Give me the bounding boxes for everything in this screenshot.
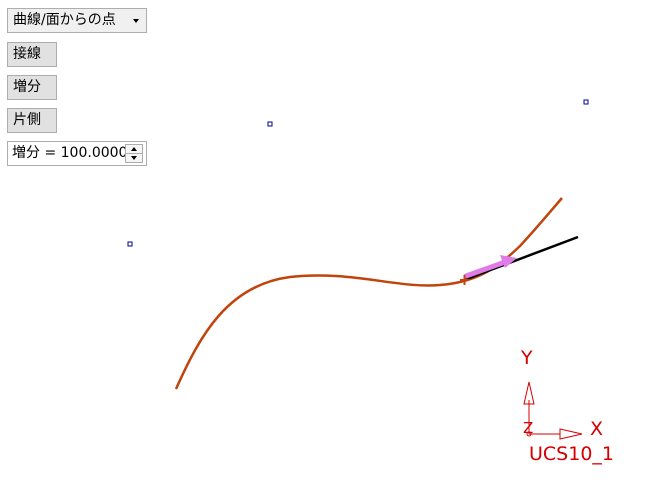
one-side-button-label: 片側 (13, 112, 41, 128)
point-on-curve-marker[interactable] (460, 275, 469, 285)
increment-value-field[interactable]: 増分 = 100.0000 (7, 141, 147, 166)
increment-field-value[interactable]: 100.0000 (60, 145, 128, 161)
spin-up-icon (131, 147, 137, 151)
ucs-y-label: Y (520, 347, 533, 369)
ucs-x-arrow-head (559, 428, 583, 440)
spin-down-button[interactable] (126, 154, 142, 163)
ucs-z-label: Z (523, 419, 533, 437)
spin-down-icon (131, 155, 137, 160)
tangent-arrow-shaft[interactable] (463, 258, 511, 279)
increment-button[interactable]: 増分 (7, 75, 57, 100)
increment-button-label: 増分 (13, 79, 41, 95)
tangent-arrow-head[interactable] (500, 255, 517, 268)
chevron-down-icon (133, 19, 139, 23)
spin-up-button[interactable] (126, 145, 142, 154)
control-point-marker[interactable] (127, 241, 133, 247)
mode-dropdown-value: 曲線/面からの点 (13, 12, 116, 28)
control-point-marker[interactable] (583, 99, 589, 105)
spline-curve[interactable] (174, 197, 563, 390)
ucs-origin (526, 431, 532, 437)
tangent-button-label: 接線 (13, 46, 41, 62)
mode-dropdown[interactable]: 曲線/面からの点 (7, 8, 147, 33)
control-point-marker[interactable] (267, 121, 273, 127)
ucs-x-label: X (590, 418, 603, 440)
ucs-triad: Y X Z UCS10_1 (520, 347, 614, 465)
tangent-button[interactable]: 接線 (7, 42, 57, 67)
tangent-line (463, 235, 579, 282)
increment-field-label: 増分 (12, 145, 40, 161)
increment-field-separator: = (40, 145, 61, 161)
ucs-name-label: UCS10_1 (529, 443, 614, 465)
increment-spinner (125, 144, 143, 163)
one-side-button[interactable]: 片側 (7, 108, 57, 133)
ucs-y-arrow-head (523, 381, 535, 405)
